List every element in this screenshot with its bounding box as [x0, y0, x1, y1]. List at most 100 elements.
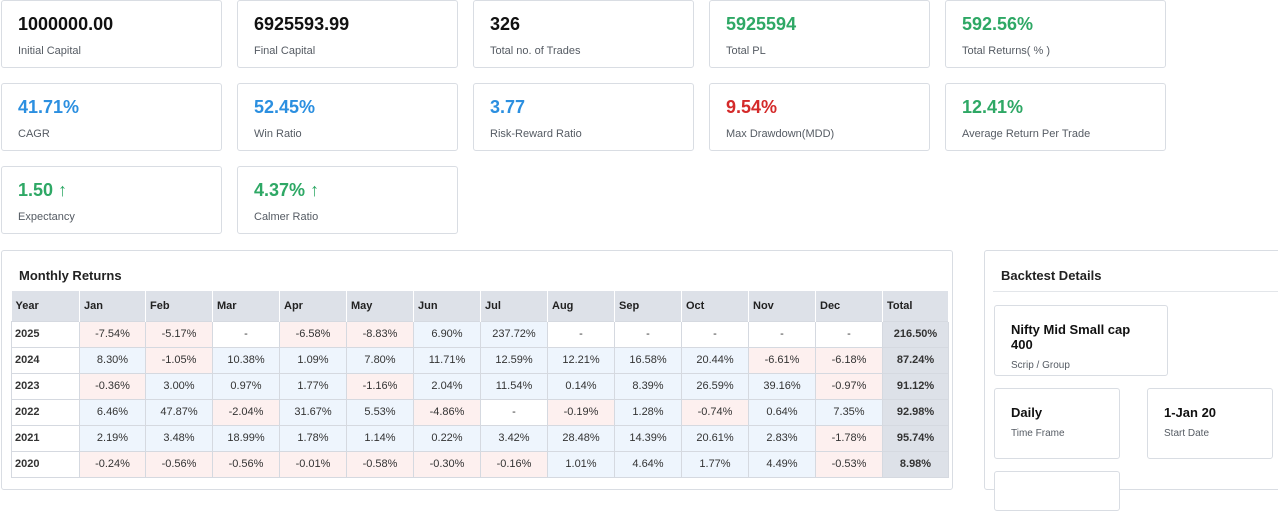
year-cell: 2020 [11, 450, 80, 478]
month-return-cell: 0.64% [748, 398, 816, 426]
stat-label: Total no. of Trades [490, 45, 581, 57]
total-cell: 87.24% [882, 346, 949, 374]
month-return-cell: -0.56% [212, 450, 280, 478]
table-row: 2020 -0.24% -0.56% -0.56% -0.01% -0.58% -0.30%… [11, 450, 949, 478]
arrow-up-icon: ↑ [310, 180, 320, 200]
detail-value: 1-Jan 20 [1164, 405, 1217, 420]
column-header: Dec [815, 291, 883, 321]
stat-label: Average Return Per Trade [962, 128, 1091, 140]
detail-card-start-date: 1-Jan 20 Start Date [1147, 388, 1273, 459]
month-return-cell: 1.09% [279, 346, 347, 374]
table-header-row: Year Jan Feb Mar Apr May Jun Jul Aug Sep Oct Nov Dec… [11, 291, 949, 321]
month-return-cell: 1.77% [279, 372, 347, 400]
column-header: Aug [547, 291, 615, 321]
stat-card-expectancy: 1.50 ↑ Expectancy [1, 166, 222, 234]
stat-card-win-ratio: 52.45% Win Ratio [237, 83, 458, 151]
panel-title: Monthly Returns [19, 268, 122, 283]
total-cell: 95.74% [882, 424, 949, 452]
stat-value: 326 [490, 14, 521, 34]
month-return-cell: 3.48% [145, 424, 213, 452]
month-return-cell: 11.54% [480, 372, 548, 400]
stat-card-max-drawdown: 9.54% Max Drawdown(MDD) [709, 83, 930, 151]
month-return-cell: -0.74% [681, 398, 749, 426]
column-header: Year [11, 291, 80, 321]
stat-label: Expectancy [18, 211, 75, 223]
total-cell: 8.98% [882, 450, 949, 478]
month-return-cell: 47.87% [145, 398, 213, 426]
column-header: Jun [413, 291, 481, 321]
month-return-cell: 5.53% [346, 398, 414, 426]
column-header: Mar [212, 291, 280, 321]
column-header: Nov [748, 291, 816, 321]
stat-card-avg-return: 12.41% Average Return Per Trade [945, 83, 1166, 151]
month-return-cell: -0.53% [815, 450, 883, 478]
month-return-cell: 7.35% [815, 398, 883, 426]
detail-label: Scrip / Group [1011, 360, 1070, 371]
month-return-cell: 11.71% [413, 346, 481, 374]
stat-value: 592.56% [962, 14, 1034, 34]
arrow-up-icon: ↑ [58, 180, 68, 200]
month-return-cell: 3.00% [145, 372, 213, 400]
stat-label: CAGR [18, 128, 50, 140]
panel-divider [993, 291, 1278, 292]
stat-label: Calmer Ratio [254, 211, 319, 223]
stat-value: 5925594 [726, 14, 797, 34]
month-return-cell: 6.90% [413, 320, 481, 348]
detail-value: Nifty Mid Small cap 400 [1011, 322, 1131, 352]
table-row: 2023 -0.36% 3.00% 0.97% 1.77% -1.16% 2.04% 11.5… [11, 372, 949, 400]
month-return-cell: -0.56% [145, 450, 213, 478]
monthly-returns-table: Year Jan Feb Mar Apr May Jun Jul Aug Sep Oct Nov Dec… [11, 291, 949, 478]
stat-card-final-capital: 6925593.99 Final Capital [237, 0, 458, 68]
stat-value-number: 4.37% [254, 180, 306, 200]
month-return-cell: 3.42% [480, 424, 548, 452]
month-return-cell: 2.83% [748, 424, 816, 452]
monthly-returns-panel: Monthly Returns Year Jan Feb Mar Apr May Jun Ju… [1, 250, 953, 490]
month-return-cell: - [614, 320, 682, 348]
month-return-cell: -0.24% [79, 450, 146, 478]
month-return-cell: 6.46% [79, 398, 146, 426]
stat-card-calmer-ratio: 4.37% ↑ Calmer Ratio [237, 166, 458, 234]
year-cell: 2024 [11, 346, 80, 374]
column-header: May [346, 291, 414, 321]
stat-card-total-trades: 326 Total no. of Trades [473, 0, 694, 68]
table-row: 2021 2.19% 3.48% 18.99% 1.78% 1.14% 0.22% 3.42%… [11, 424, 949, 452]
stat-label: Total PL [726, 45, 766, 57]
month-return-cell: 1.77% [681, 450, 749, 478]
stat-value: 4.37% ↑ [254, 179, 441, 201]
column-header: Jul [480, 291, 548, 321]
table-row: 2025 -7.54% -5.17% - -6.58% -8.83% 6.90% 237.72… [11, 320, 949, 348]
month-return-cell: -0.97% [815, 372, 883, 400]
detail-card-scrip: Nifty Mid Small cap 400 Scrip / Group [994, 305, 1168, 376]
month-return-cell: - [748, 320, 816, 348]
month-return-cell: 4.49% [748, 450, 816, 478]
month-return-cell: -0.01% [279, 450, 347, 478]
month-return-cell: -1.05% [145, 346, 213, 374]
month-return-cell: 12.59% [480, 346, 548, 374]
month-return-cell: -8.83% [346, 320, 414, 348]
year-cell: 2022 [11, 398, 80, 426]
month-return-cell: 10.38% [212, 346, 280, 374]
stat-value: 52.45% [254, 97, 316, 117]
month-return-cell: 12.21% [547, 346, 615, 374]
column-header: Sep [614, 291, 682, 321]
month-return-cell: - [681, 320, 749, 348]
month-return-cell: 4.64% [614, 450, 682, 478]
month-return-cell: -0.30% [413, 450, 481, 478]
month-return-cell: 39.16% [748, 372, 816, 400]
stat-label: Initial Capital [18, 45, 81, 57]
month-return-cell: 1.14% [346, 424, 414, 452]
month-return-cell: 7.80% [346, 346, 414, 374]
stat-card-total-pl: 5925594 Total PL [709, 0, 930, 68]
month-return-cell: 2.19% [79, 424, 146, 452]
month-return-cell: 237.72% [480, 320, 548, 348]
month-return-cell: 8.39% [614, 372, 682, 400]
stat-card-risk-reward: 3.77 Risk-Reward Ratio [473, 83, 694, 151]
month-return-cell: - [480, 398, 548, 426]
month-return-cell: -6.61% [748, 346, 816, 374]
month-return-cell: -0.58% [346, 450, 414, 478]
stat-label: Win Ratio [254, 128, 302, 140]
column-header: Total [882, 291, 949, 321]
stat-value-number: 1.50 [18, 180, 54, 200]
total-cell: 91.12% [882, 372, 949, 400]
year-cell: 2025 [11, 320, 80, 348]
